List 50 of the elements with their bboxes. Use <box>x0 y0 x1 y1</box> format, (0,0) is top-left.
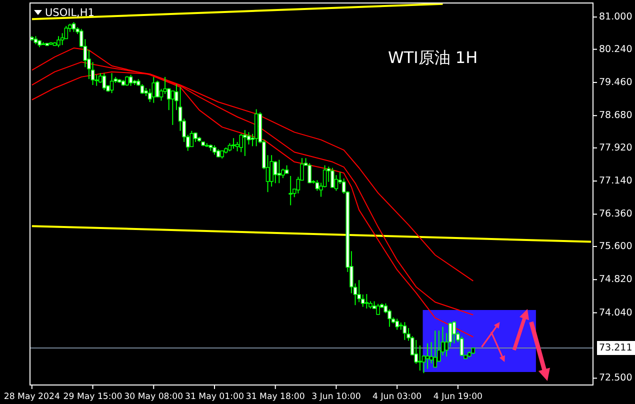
y-tick-label: 81.000 <box>599 12 632 23</box>
y-tick-label: 79.460 <box>599 76 632 88</box>
candlestick <box>212 144 216 156</box>
annotation: WTI原油 1H <box>388 48 478 67</box>
y-tick-label: 76.360 <box>599 208 632 220</box>
candlestick <box>330 167 334 188</box>
y-tick-label: 74.820 <box>599 274 632 286</box>
candlestick <box>128 74 133 86</box>
candlestick <box>239 133 244 153</box>
candlestick <box>334 174 338 192</box>
candlestick <box>376 303 380 316</box>
ref-line-label: 73.211 <box>599 342 632 354</box>
y-tick-label: 72.500 <box>599 372 632 384</box>
candlestick <box>460 336 464 357</box>
candlestick <box>288 175 292 206</box>
candlestick <box>308 162 312 184</box>
chart-title: USOIL,H1 <box>45 7 94 19</box>
x-tick-label: 4 Jun 03:00 <box>372 392 422 402</box>
x-tick-label: 29 May 15:00 <box>63 392 122 402</box>
x-tick-label: 31 May 01:00 <box>185 392 244 402</box>
candlestick <box>56 36 60 48</box>
y-tick-label: 78.680 <box>599 110 632 122</box>
candlestick <box>72 22 76 32</box>
candlestick <box>426 342 430 370</box>
candlestick <box>125 76 129 86</box>
x-tick-label: 31 May 18:00 <box>246 392 305 402</box>
candlestick <box>433 330 438 368</box>
y-tick-label: 75.600 <box>599 240 632 252</box>
x-tick-label: 4 Jun 19:00 <box>433 392 483 402</box>
candlestick <box>273 160 278 184</box>
candlestick <box>152 76 156 104</box>
x-tick-label: 3 Jun 10:00 <box>312 392 361 402</box>
y-tick-label: 80.240 <box>599 44 632 55</box>
candlestick <box>452 320 456 344</box>
x-tick-label: 28 May 2024 <box>4 392 60 402</box>
candlestick <box>395 318 399 330</box>
y-tick-label: 77.140 <box>599 176 632 187</box>
candlestick <box>232 138 236 150</box>
candlestick <box>357 280 361 303</box>
candlestick <box>110 72 114 94</box>
candlestick <box>243 130 247 156</box>
x-tick-label: 30 May 08:00 <box>124 392 184 402</box>
y-tick-label: 77.920 <box>599 142 632 154</box>
candlestick <box>190 130 194 148</box>
candlestick <box>402 322 407 340</box>
candlestick <box>102 72 106 91</box>
y-tick-label: 74.040 <box>599 307 632 318</box>
candlestick <box>364 294 369 310</box>
candlestick <box>277 159 282 184</box>
candlestick <box>418 344 422 372</box>
